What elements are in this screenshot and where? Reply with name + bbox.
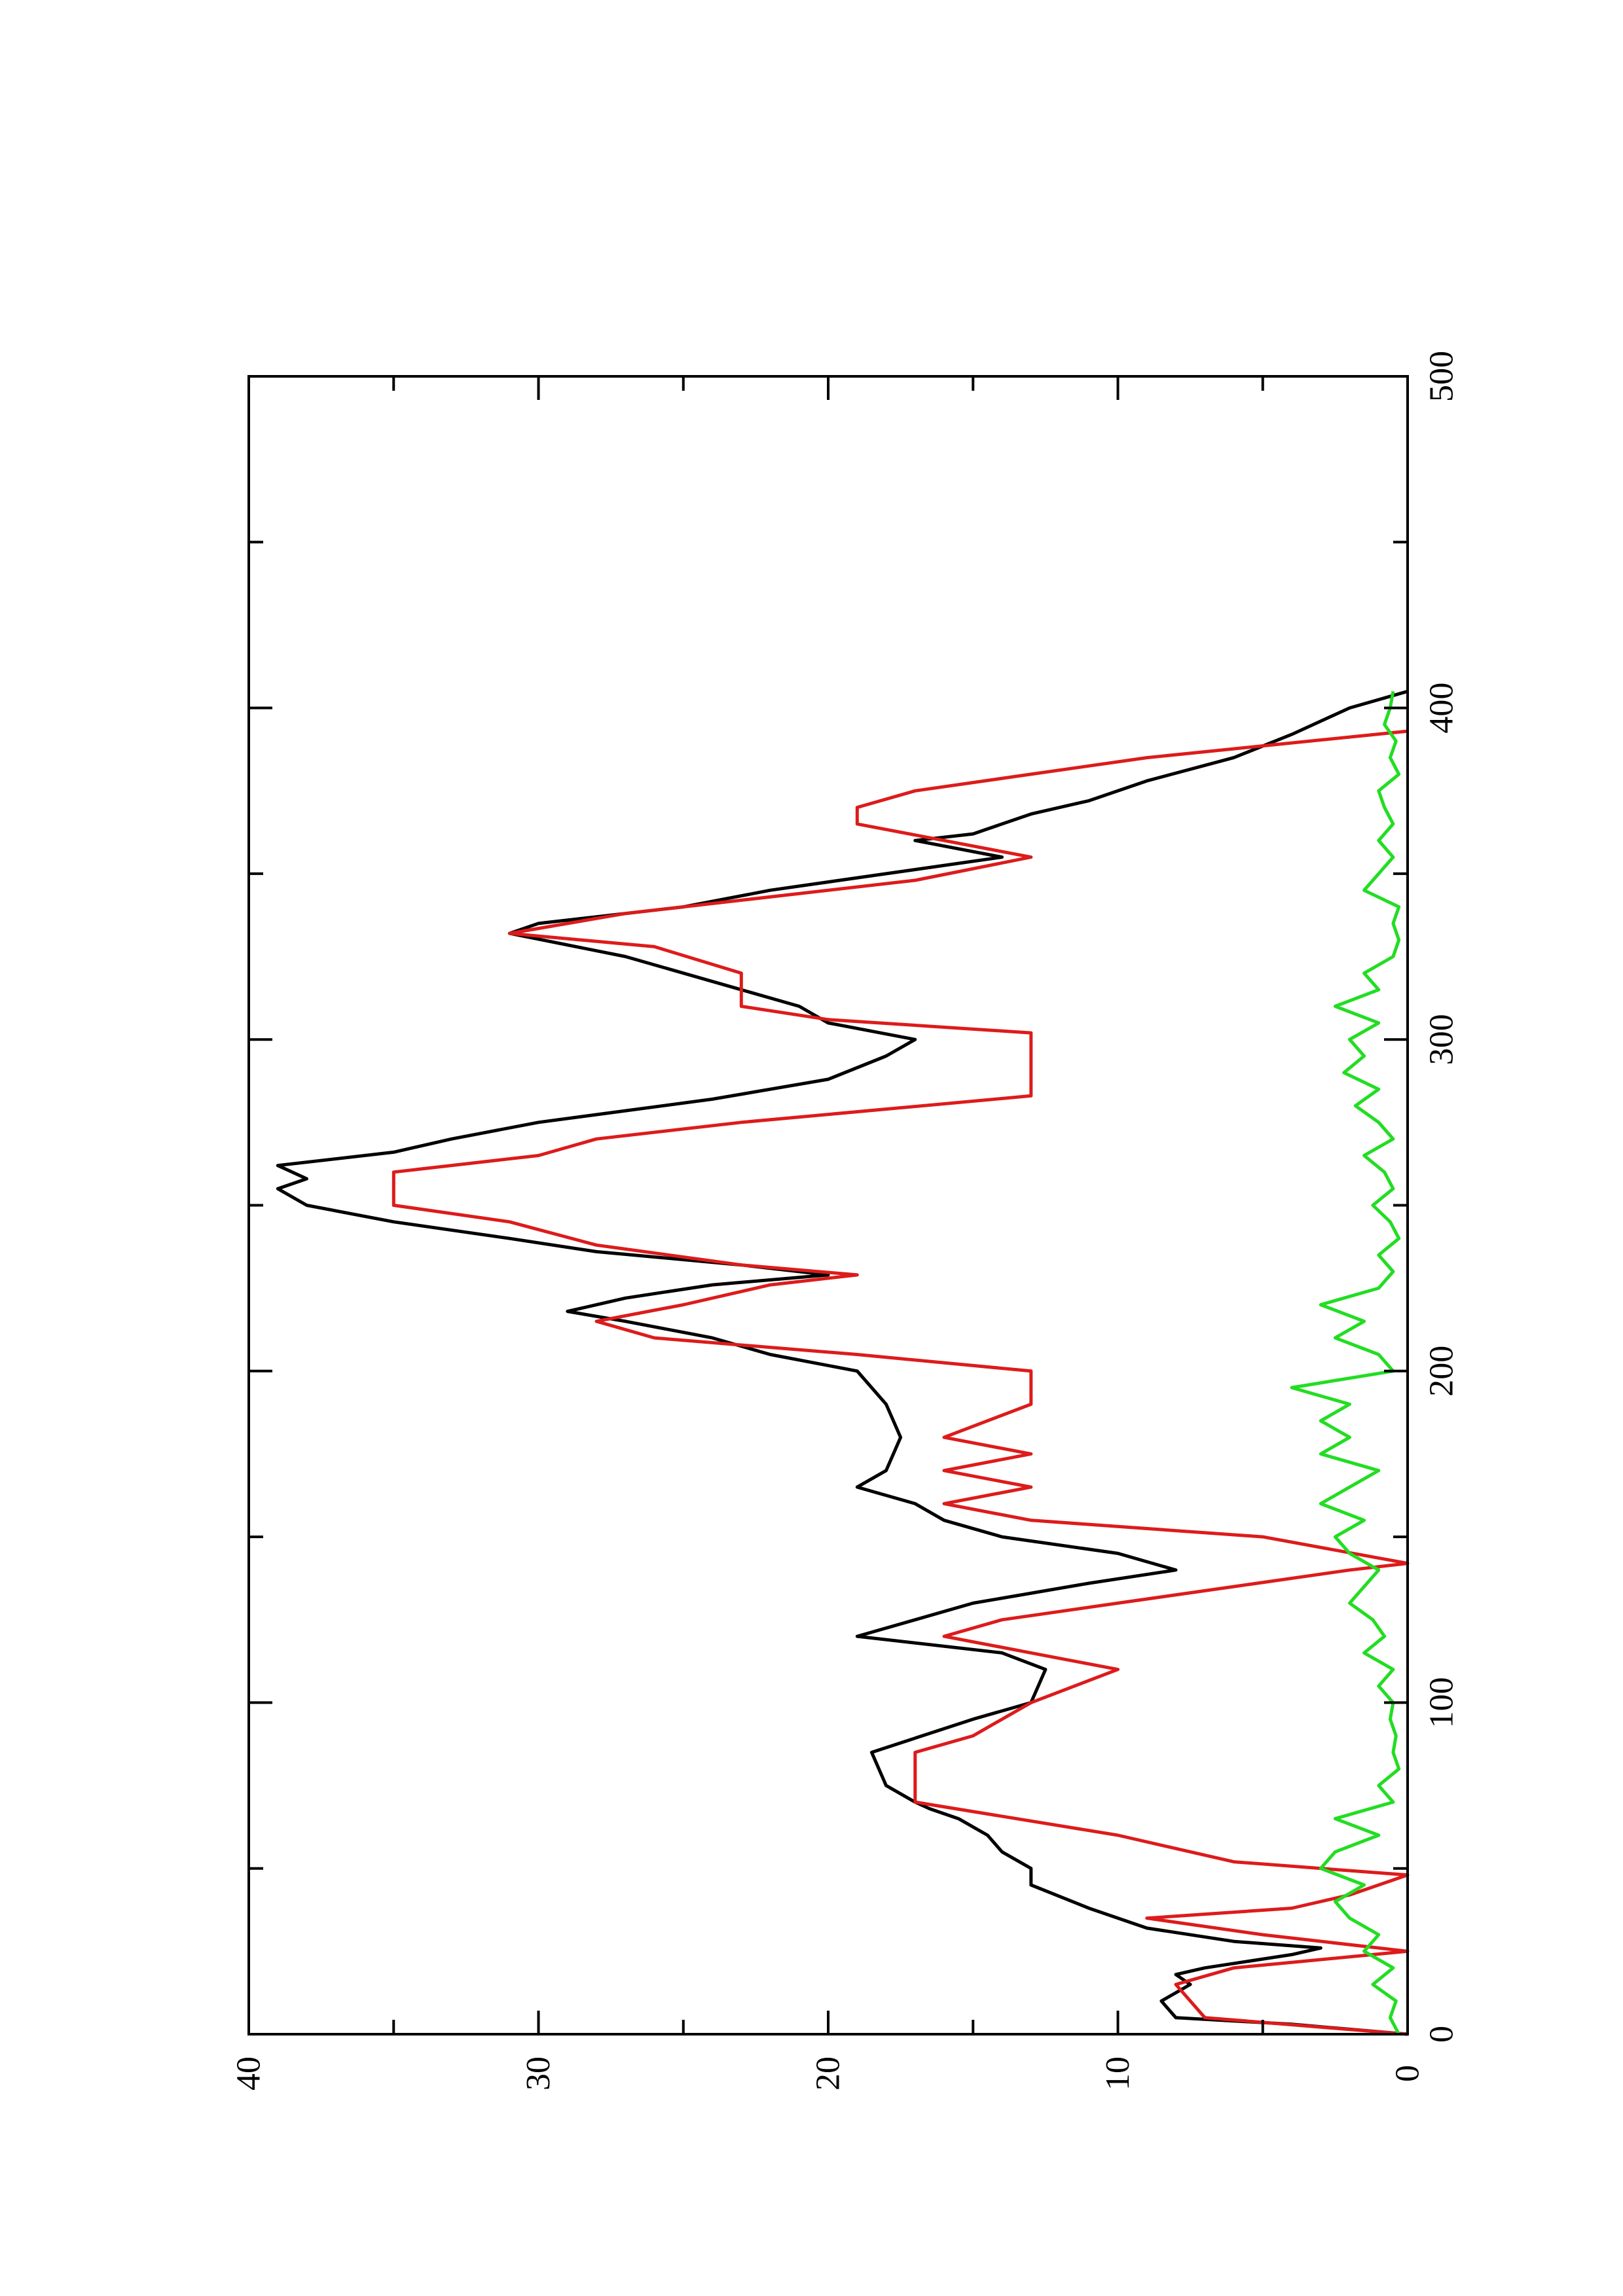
series-line-2 bbox=[392, 729, 1410, 2036]
x-tick-label: 200 bbox=[1423, 1346, 1461, 1397]
x-tick-label: 100 bbox=[1423, 1677, 1461, 1728]
series-layer bbox=[276, 689, 1410, 2036]
y-tick-label: 20 bbox=[810, 2056, 847, 2090]
series-line-3 bbox=[1290, 691, 1401, 2036]
x-tick-label: 0 bbox=[1423, 2026, 1461, 2043]
y-tick-label: 10 bbox=[1099, 2056, 1137, 2090]
y-tick-label: 40 bbox=[230, 2056, 268, 2090]
x-tick-label: 300 bbox=[1423, 1014, 1461, 1065]
x-tick-label: 500 bbox=[1423, 351, 1461, 402]
ticks-layer bbox=[247, 375, 1409, 2036]
x-tick-label: 400 bbox=[1423, 683, 1461, 734]
y-tick-label: 0 bbox=[1389, 2065, 1427, 2082]
y-tick-label: 30 bbox=[520, 2056, 557, 2090]
labels-layer: 0 100 200 300 400 500 0 10 20 30 40 bbox=[230, 351, 1461, 2090]
